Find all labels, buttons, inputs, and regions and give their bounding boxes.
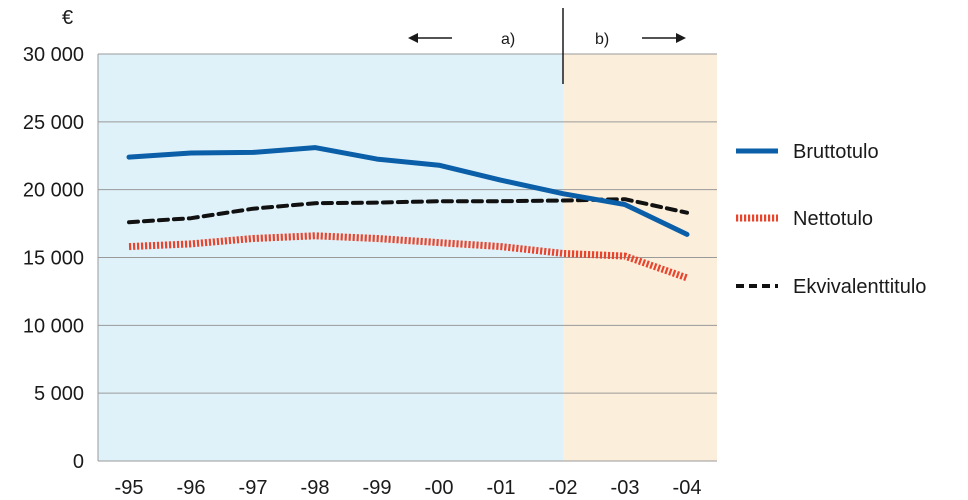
x-tick-label: -04 — [673, 477, 702, 499]
x-tick-label: -99 — [363, 477, 392, 499]
y-tick-label: 0 — [73, 451, 84, 473]
region-annotations: a) b) — [408, 8, 686, 84]
x-tick-label: -03 — [611, 477, 640, 499]
y-tick-label: 20 000 — [23, 180, 84, 202]
region-b-label: b) — [595, 31, 609, 48]
x-tick-label: -00 — [425, 477, 454, 499]
x-tick-label: -98 — [301, 477, 330, 499]
legend-label-nettotulo: Nettotulo — [793, 208, 873, 230]
y-axis-ticks: 0 5 000 10 000 15 000 20 000 25 000 30 000 — [23, 44, 84, 473]
x-tick-label: -95 — [115, 477, 144, 499]
y-tick-label: 15 000 — [23, 248, 84, 270]
y-tick-label: 10 000 — [23, 315, 84, 337]
region-a-arrowhead — [408, 33, 418, 43]
legend-label-bruttotulo: Bruttotulo — [793, 141, 879, 163]
y-axis-unit: € — [62, 7, 73, 29]
x-tick-label: -96 — [177, 477, 206, 499]
x-tick-label: -97 — [239, 477, 268, 499]
y-tick-label: 5 000 — [34, 383, 84, 405]
x-tick-label: -01 — [487, 477, 516, 499]
legend: Bruttotulo Nettotulo Ekvivalenttitulo — [736, 141, 926, 298]
series-lines — [126, 145, 690, 282]
y-tick-label: 25 000 — [23, 112, 84, 134]
x-axis-ticks: -95 -96 -97 -98 -99 -00 -01 -02 -03 -04 — [115, 477, 702, 499]
series-line-nettotulo — [128, 232, 689, 282]
region-a-label: a) — [501, 31, 515, 48]
legend-label-ekvivalenttitulo: Ekvivalenttitulo — [793, 276, 926, 298]
region-b-arrowhead — [676, 33, 686, 43]
series-line-bruttotulo — [126, 145, 690, 237]
x-tick-label: -02 — [549, 477, 578, 499]
y-tick-label: 30 000 — [23, 44, 84, 66]
